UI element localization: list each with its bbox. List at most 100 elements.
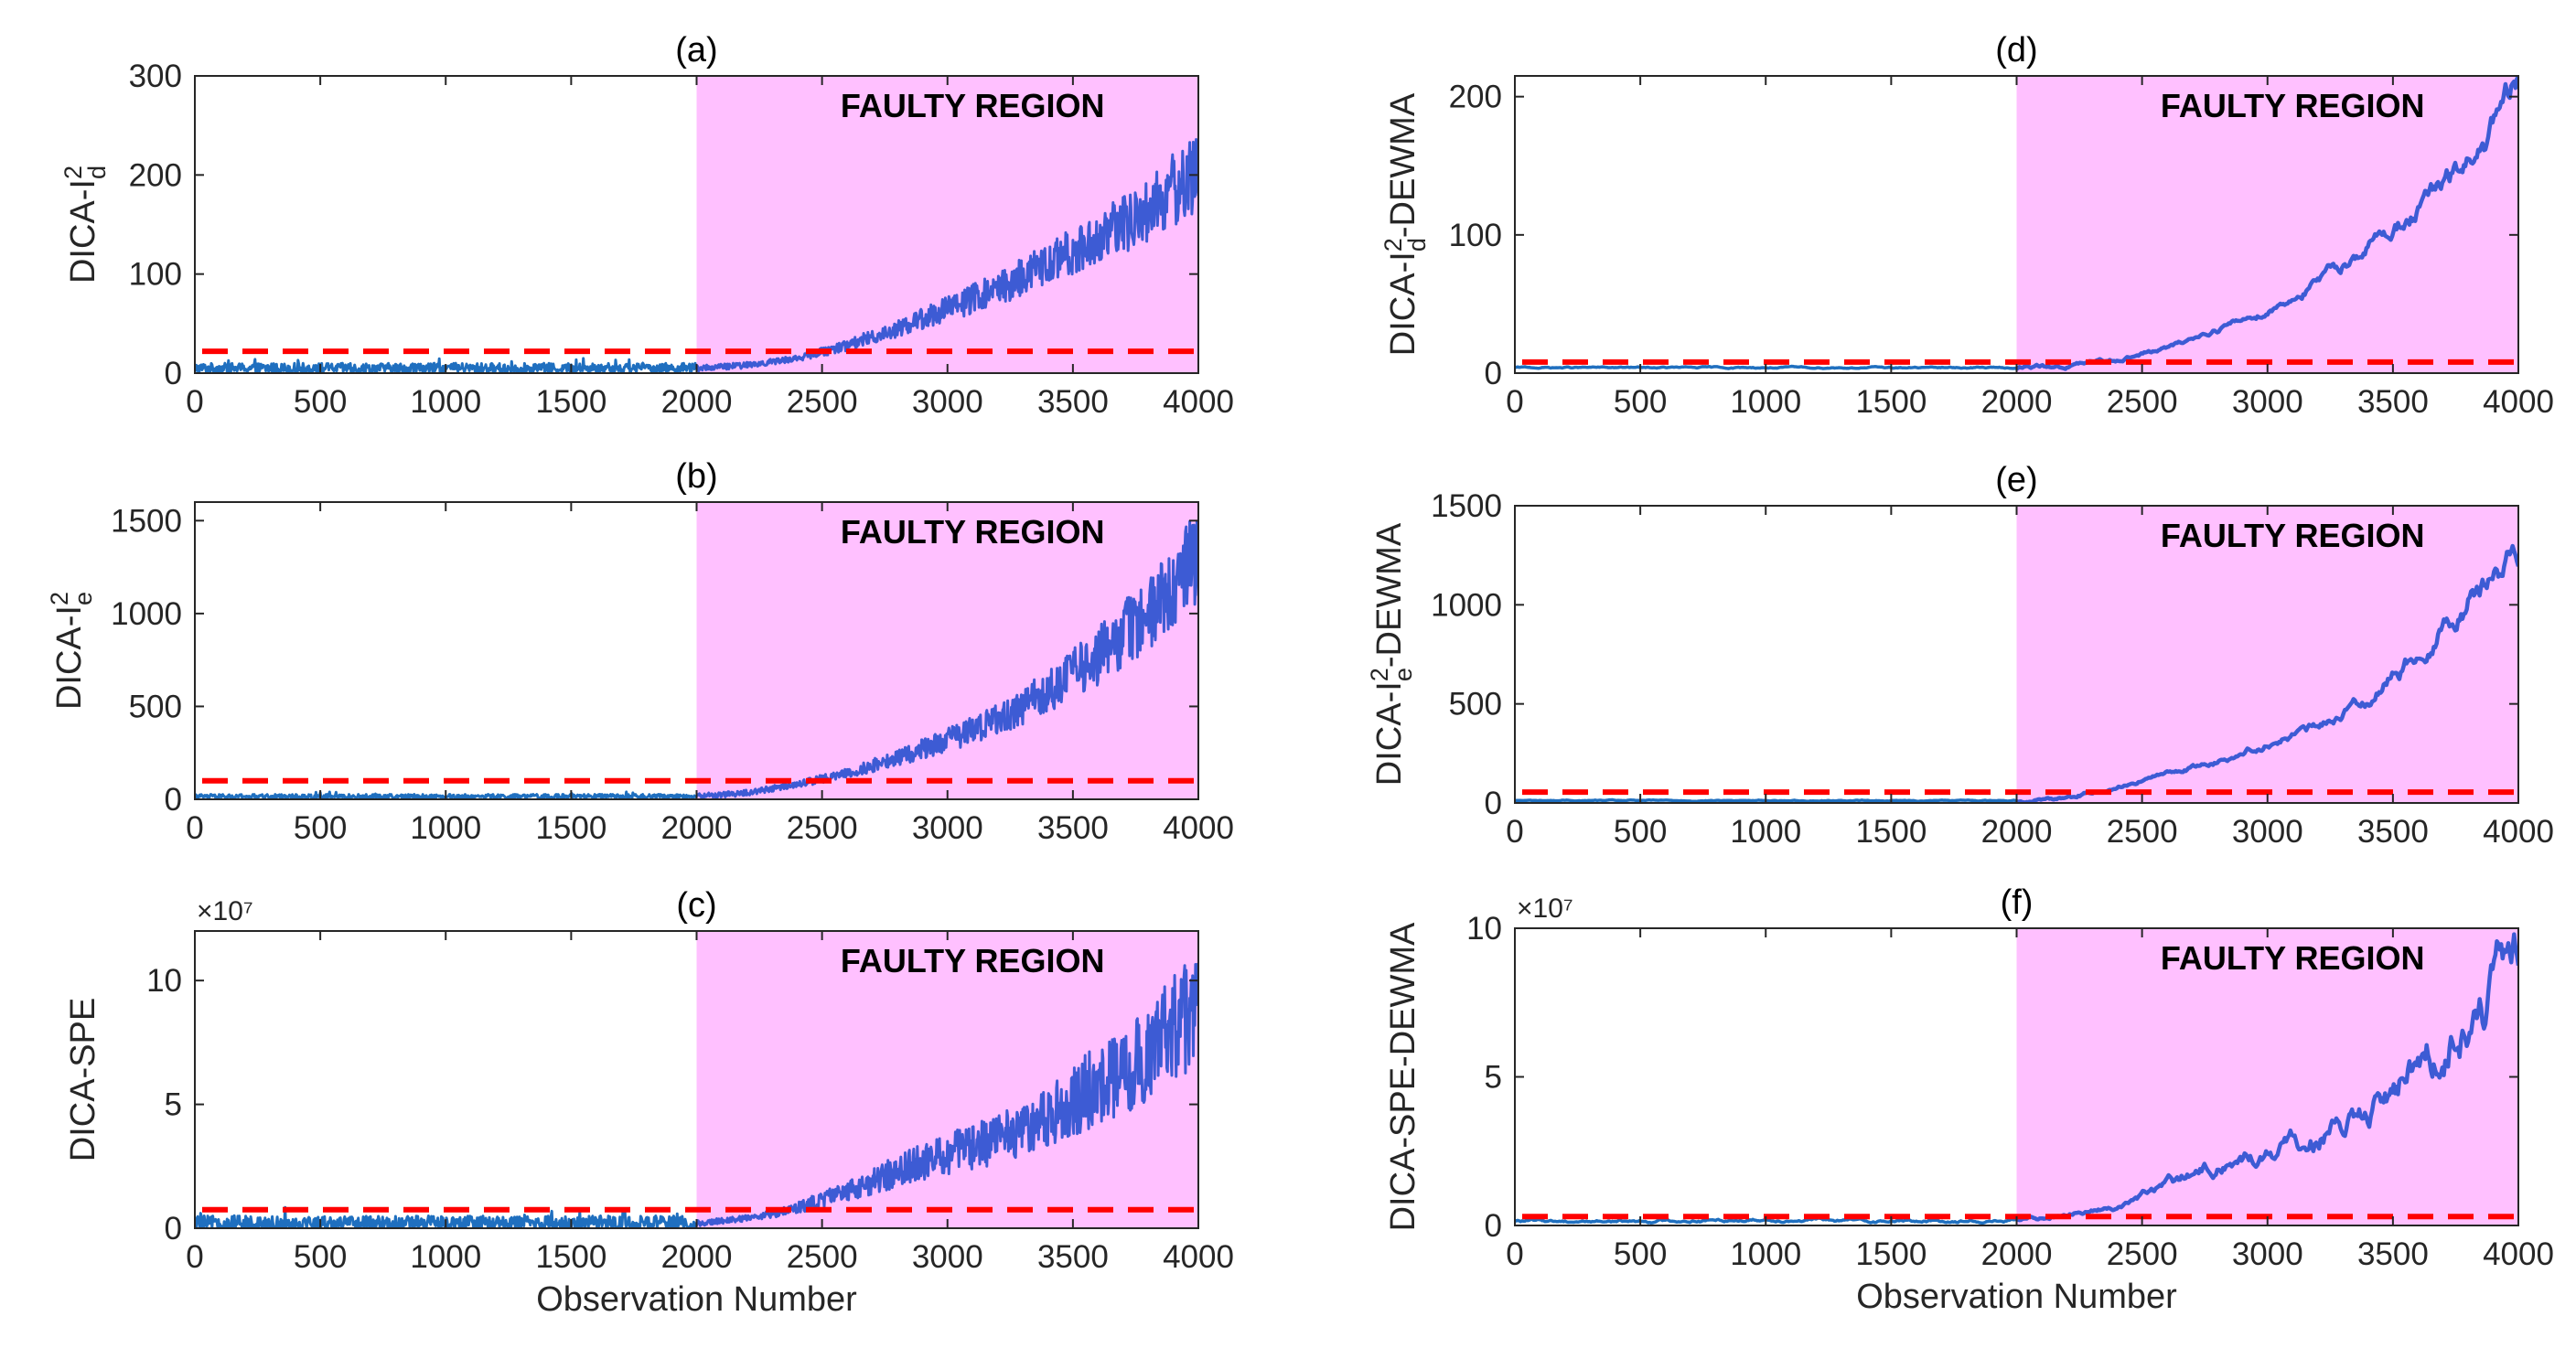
x-axis-label-c: Observation Number: [536, 1280, 857, 1319]
x-tick-label-f: 0: [1506, 1236, 1523, 1272]
y-tick-label-d: 0: [1485, 356, 1502, 391]
x-tick-label-e: 2500: [2107, 814, 2178, 850]
x-tick-label-b: 0: [186, 810, 203, 846]
x-tick-label-d: 3000: [2232, 384, 2303, 420]
panel-title-d: (d): [1995, 31, 2037, 70]
x-tick-label-b: 2500: [787, 810, 858, 846]
x-tick-label-f: 500: [1614, 1236, 1667, 1272]
x-tick-label-d: 1000: [1730, 384, 1801, 420]
y-tick-label-e: 1500: [1431, 488, 1502, 524]
y-axis-label-sup-d: 2: [1379, 238, 1407, 251]
x-tick-label-a: 500: [294, 384, 347, 420]
x-tick-label-e: 500: [1614, 814, 1667, 850]
x-tick-label-c: 1500: [535, 1239, 606, 1275]
y-axis-label-sup-b: 2: [46, 592, 73, 605]
panel-f: FAULTY REGION 0 500 1000 1500 2000 2500 3000 350…: [1384, 883, 2554, 1316]
x-tick-label-b: 1000: [410, 810, 481, 846]
x-tick-label-e: 1500: [1855, 814, 1927, 850]
y-axis-label-e: DICA-I2e-DEWMA: [1366, 522, 1417, 786]
y-axis-label-base-b: DICA-I: [50, 605, 89, 710]
faulty-region-label-a: FAULTY REGION: [841, 87, 1105, 124]
y-axis-label-base-d: DICA-I: [1384, 251, 1422, 356]
y-tick-label-e: 1000: [1431, 587, 1502, 623]
x-tick-label-a: 0: [186, 384, 203, 420]
x-tick-label-d: 0: [1506, 384, 1523, 420]
x-tick-label-b: 1500: [535, 810, 606, 846]
x-tick-label-e: 1000: [1730, 814, 1801, 850]
x-tick-label-a: 2000: [661, 384, 733, 420]
y-axis-label-base-e: DICA-I: [1370, 681, 1409, 786]
y-axis-label-suffix-d: -DEWMA: [1384, 92, 1422, 238]
x-tick-label-e: 3000: [2232, 814, 2303, 850]
y-axis-label-base-a: DICA-I: [64, 179, 102, 284]
panel-c: FAULTY REGION 0 500 1000 1500 2000 2500 3000 350…: [64, 886, 1234, 1319]
x-tick-label-f: 1500: [1855, 1236, 1927, 1272]
series-line-pre-fault-c: [195, 1205, 698, 1228]
x-tick-label-a: 3000: [912, 384, 983, 420]
faulty-region-label-c: FAULTY REGION: [841, 942, 1105, 979]
y-axis-label-b: DICA-I2e: [46, 592, 97, 710]
x-axis-label-f: Observation Number: [1856, 1278, 2177, 1316]
x-tick-label-b: 4000: [1163, 810, 1234, 846]
y-axis-label-base-f: DICA-SPE-DEWMA: [1384, 922, 1422, 1231]
y-tick-label-a: 100: [129, 257, 182, 293]
x-tick-label-c: 3500: [1037, 1239, 1109, 1275]
faulty-region-d: [2016, 76, 2518, 373]
x-tick-label-c: 1000: [410, 1239, 481, 1275]
x-tick-label-f: 2500: [2107, 1236, 2178, 1272]
x-tick-label-e: 2000: [1981, 814, 2053, 850]
series-line-post-fault-b: [695, 519, 1198, 799]
panel-title-f: (f): [2001, 883, 2034, 922]
faulty-region-label-e: FAULTY REGION: [2161, 517, 2425, 554]
x-tick-label-d: 2000: [1981, 384, 2053, 420]
y-axis-label-f: DICA-SPE-DEWMA: [1384, 922, 1422, 1231]
y-tick-label-b: 500: [129, 689, 182, 724]
x-tick-label-f: 3500: [2357, 1236, 2429, 1272]
y-tick-label-c: 0: [165, 1211, 182, 1247]
x-tick-label-d: 3500: [2357, 384, 2429, 420]
y-tick-label-c: 10: [146, 963, 182, 999]
x-tick-label-e: 0: [1506, 814, 1523, 850]
x-tick-label-f: 2000: [1981, 1236, 2053, 1272]
x-tick-label-a: 4000: [1163, 384, 1234, 420]
x-tick-label-a: 2500: [787, 384, 858, 420]
y-tick-label-a: 300: [129, 59, 182, 94]
series-line-post-fault-f: [2015, 932, 2518, 1223]
series-line-post-fault-a: [695, 138, 1198, 373]
y-tick-label-f: 0: [1485, 1208, 1502, 1244]
series-line-post-fault-d: [2015, 76, 2518, 371]
x-tick-label-c: 2500: [787, 1239, 858, 1275]
x-tick-label-a: 3500: [1037, 384, 1109, 420]
y-axis-label-sup-e: 2: [1366, 668, 1393, 681]
x-tick-label-d: 4000: [2483, 384, 2554, 420]
panel-title-b: (b): [675, 457, 717, 496]
x-tick-label-f: 3000: [2232, 1236, 2303, 1272]
x-tick-label-a: 1000: [410, 384, 481, 420]
x-tick-label-e: 4000: [2483, 814, 2554, 850]
x-tick-label-a: 1500: [535, 384, 606, 420]
panel-title-c: (c): [676, 886, 716, 925]
y-tick-label-e: 500: [1449, 687, 1502, 722]
faulty-region-label-f: FAULTY REGION: [2161, 939, 2425, 977]
y-tick-label-b: 1000: [111, 596, 182, 632]
x-tick-label-f: 1000: [1730, 1236, 1801, 1272]
x-tick-label-b: 2000: [661, 810, 733, 846]
y-tick-label-a: 200: [129, 157, 182, 193]
x-tick-label-c: 0: [186, 1239, 203, 1275]
x-tick-label-b: 3000: [912, 810, 983, 846]
y-axis-label-suffix-e: -DEWMA: [1370, 522, 1409, 668]
y-tick-label-b: 0: [165, 782, 182, 818]
y-tick-label-d: 100: [1449, 218, 1502, 253]
x-tick-label-c: 500: [294, 1239, 347, 1275]
y-axis-label-sub-d: d: [1403, 238, 1431, 251]
y-tick-label-f: 10: [1466, 911, 1502, 947]
y-axis-label-sup-a: 2: [59, 166, 87, 179]
y-axis-label-base-c: DICA-SPE: [64, 998, 102, 1161]
faulty-region-f: [2016, 928, 2518, 1225]
y-axis-label-sub-a: d: [83, 166, 111, 179]
panel-a: FAULTY REGION 0 500 1000 1500 2000 2500 3000 350…: [59, 31, 1234, 420]
